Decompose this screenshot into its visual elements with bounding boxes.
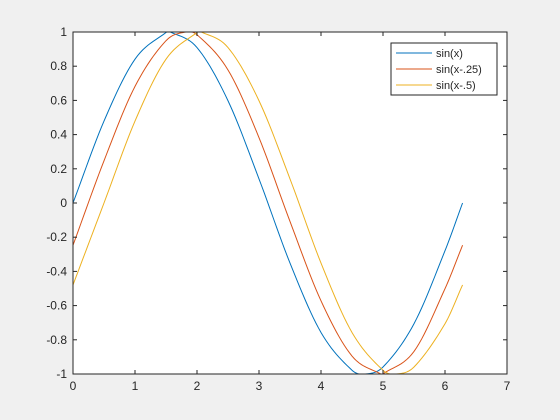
y-tick-label: 0.6 bbox=[50, 93, 67, 107]
y-tick-label: 0.8 bbox=[50, 59, 67, 73]
x-tick-label: 2 bbox=[194, 379, 201, 393]
legend-label-2: sin(x-.25) bbox=[436, 64, 482, 76]
x-tick-label: 1 bbox=[132, 379, 139, 393]
x-tick-label: 7 bbox=[504, 379, 511, 393]
y-tick-label: 1 bbox=[60, 25, 67, 39]
x-tick-label: 4 bbox=[318, 379, 325, 393]
x-tick-label: 3 bbox=[256, 379, 263, 393]
legend-label-3: sin(x-.5) bbox=[436, 80, 476, 92]
series-line-2 bbox=[72, 31, 464, 375]
y-tick-label: 0.2 bbox=[50, 162, 67, 176]
series-line-1 bbox=[72, 31, 464, 375]
y-axis-ticks: -1 -0.8 -0.6 -0.4 -0.2 0 0.2 0.4 0.6 0.8 1 bbox=[46, 25, 507, 381]
y-tick-label: -0.6 bbox=[46, 299, 67, 313]
series-line-3 bbox=[72, 31, 464, 375]
x-tick-label: 5 bbox=[380, 379, 387, 393]
legend-label-1: sin(x) bbox=[436, 48, 463, 60]
x-tick-label: 6 bbox=[442, 379, 449, 393]
y-tick-label: 0 bbox=[60, 196, 67, 210]
series-layer bbox=[72, 31, 464, 375]
y-tick-label: -0.4 bbox=[46, 264, 67, 278]
y-tick-label: -0.2 bbox=[46, 230, 67, 244]
legend: sin(x) sin(x-.25) sin(x-.5) bbox=[390, 42, 498, 96]
x-axis-ticks: 0 1 2 3 4 5 6 7 bbox=[70, 32, 511, 393]
y-tick-label: -1 bbox=[56, 367, 67, 381]
y-tick-label: 0.4 bbox=[50, 128, 67, 142]
x-tick-label: 0 bbox=[70, 379, 77, 393]
y-tick-label: -0.8 bbox=[46, 333, 67, 347]
